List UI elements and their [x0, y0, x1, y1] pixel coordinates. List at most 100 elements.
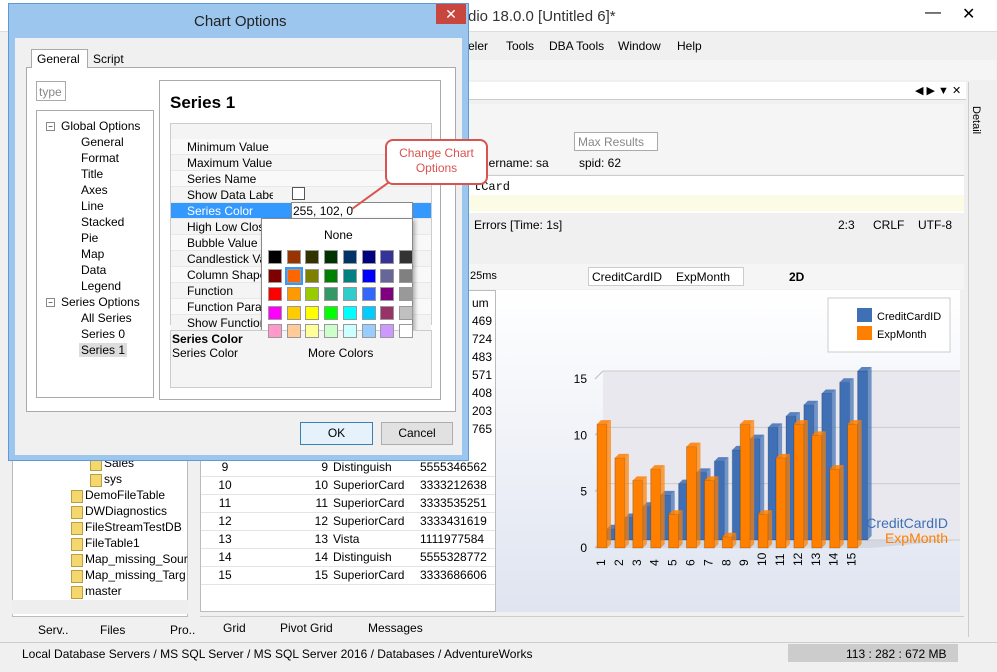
explorer-tab[interactable]: Pro.. — [170, 623, 196, 637]
color-swatch[interactable] — [380, 324, 395, 338]
result-tab[interactable]: Pivot Grid — [280, 621, 333, 635]
property-name[interactable]: Show Data Labels — [187, 188, 273, 202]
tree-item[interactable]: Pie — [81, 231, 99, 245]
color-swatch[interactable] — [398, 324, 413, 338]
tree-scrollbar[interactable] — [12, 600, 188, 614]
tree-item[interactable]: DWDiagnostics — [85, 504, 168, 518]
color-none[interactable]: None — [324, 228, 353, 242]
menu-item[interactable]: Tools — [506, 39, 535, 53]
color-swatch[interactable] — [342, 324, 357, 338]
color-swatch[interactable] — [268, 250, 282, 264]
property-name[interactable]: Function Param — [187, 300, 272, 314]
property-name[interactable]: Column Shape T — [187, 268, 273, 282]
explorer-tab[interactable]: Files — [100, 623, 126, 637]
tree-item[interactable]: Series 1 — [79, 343, 128, 357]
tree-item[interactable]: Map — [81, 247, 105, 261]
property-value[interactable]: 255, 102, 0 — [293, 204, 354, 218]
menu-item[interactable]: DBA Tools — [549, 39, 605, 53]
color-swatch[interactable] — [324, 324, 339, 338]
color-swatch[interactable] — [268, 305, 282, 320]
color-swatch[interactable] — [380, 287, 395, 301]
color-swatch[interactable] — [398, 250, 413, 264]
explorer-tab[interactable]: Serv.. — [38, 623, 69, 637]
color-swatch[interactable] — [361, 287, 376, 301]
tab-general[interactable] — [31, 49, 88, 68]
tree-item[interactable]: sys — [104, 472, 122, 486]
side-tab[interactable]: Detail — [970, 106, 982, 135]
color-swatch[interactable] — [268, 268, 282, 283]
color-swatch[interactable] — [398, 305, 413, 320]
checkbox[interactable] — [292, 187, 305, 200]
color-swatch[interactable] — [305, 305, 320, 320]
y-field[interactable]: ExpMonth — [676, 270, 731, 284]
color-swatch[interactable] — [305, 268, 320, 283]
tree-item[interactable]: Stacked — [81, 215, 125, 229]
color-swatch[interactable] — [342, 268, 357, 283]
tab-script-label[interactable]: Script — [93, 52, 124, 66]
color-swatch[interactable] — [324, 268, 339, 283]
color-swatch[interactable] — [286, 324, 301, 338]
tree-item[interactable]: Map_missing_Sour — [85, 552, 188, 566]
property-name[interactable]: Series Name — [187, 172, 257, 186]
color-swatch[interactable] — [380, 268, 395, 283]
color-swatch[interactable] — [342, 287, 357, 301]
close[interactable]: ✕ — [962, 6, 976, 23]
color-swatch[interactable] — [268, 324, 282, 338]
color-swatch[interactable] — [380, 305, 395, 320]
minimize[interactable]: — — [925, 4, 941, 21]
more-colors[interactable]: More Colors — [308, 346, 374, 360]
tree-item[interactable]: Map_missing_Targ — [85, 568, 186, 582]
color-swatch[interactable] — [324, 287, 339, 301]
property-name[interactable]: Bubble Value Ty — [187, 236, 273, 250]
tree-item[interactable]: DemoFileTable — [85, 488, 166, 502]
color-swatch[interactable] — [342, 250, 357, 264]
property-name[interactable]: Candlestick Valu — [187, 252, 273, 266]
tree-item[interactable]: FileTable1 — [85, 536, 140, 550]
color-swatch[interactable] — [361, 305, 376, 320]
tree-item[interactable]: Line — [81, 199, 104, 213]
tree-item[interactable]: Format — [81, 151, 120, 165]
tree-item[interactable]: All Series — [81, 311, 132, 325]
mode-2d[interactable]: 2D — [789, 270, 805, 284]
dialog-close[interactable]: ✕ — [436, 4, 466, 24]
color-swatch[interactable] — [398, 287, 413, 301]
color-swatch[interactable] — [268, 287, 282, 301]
color-swatch[interactable] — [324, 250, 339, 264]
color-swatch[interactable] — [286, 287, 301, 301]
tree-group[interactable]: Global Options — [61, 119, 141, 133]
color-swatch[interactable] — [286, 305, 301, 320]
max-results-input[interactable] — [574, 132, 658, 151]
encoding[interactable]: UTF-8 — [918, 218, 952, 232]
color-swatch[interactable] — [286, 250, 301, 264]
line-ending[interactable]: CRLF — [873, 218, 905, 232]
color-swatch[interactable] — [361, 250, 376, 264]
tree-item[interactable]: Data — [81, 263, 107, 277]
property-name[interactable]: Minimum Value — [187, 140, 269, 154]
color-swatch[interactable] — [284, 266, 303, 285]
tree-item[interactable]: Series 0 — [81, 327, 126, 341]
tree-item[interactable]: Title — [81, 167, 104, 181]
property-name[interactable]: Show Function — [187, 316, 267, 330]
field-selector[interactable] — [588, 267, 744, 286]
property-name[interactable]: Function — [187, 284, 234, 298]
color-swatch[interactable] — [305, 250, 320, 264]
tab-nav[interactable]: ◀ ▶ ▼ ✕ — [915, 85, 962, 97]
search-box[interactable] — [36, 81, 66, 101]
property-name[interactable]: High Low Close — [187, 220, 272, 234]
color-swatch[interactable] — [361, 268, 376, 283]
result-tab[interactable]: Grid — [223, 621, 246, 635]
color-swatch[interactable] — [342, 305, 357, 320]
color-swatch[interactable] — [380, 250, 395, 264]
result-tab[interactable]: Messages — [368, 621, 423, 635]
cancel-button[interactable]: Cancel — [381, 422, 453, 445]
x-field[interactable]: CreditCardID — [592, 270, 663, 284]
property-name[interactable]: Series Color — [187, 204, 254, 218]
color-swatch[interactable] — [324, 305, 339, 320]
tree-item[interactable]: FileStreamTestDB — [85, 520, 182, 534]
tree-item[interactable]: Axes — [81, 183, 108, 197]
color-swatch[interactable] — [305, 324, 320, 338]
menu-item[interactable]: eler — [468, 39, 489, 53]
menu-item[interactable]: Window — [618, 39, 661, 53]
color-swatch[interactable] — [398, 268, 413, 283]
color-swatch[interactable] — [361, 324, 376, 338]
